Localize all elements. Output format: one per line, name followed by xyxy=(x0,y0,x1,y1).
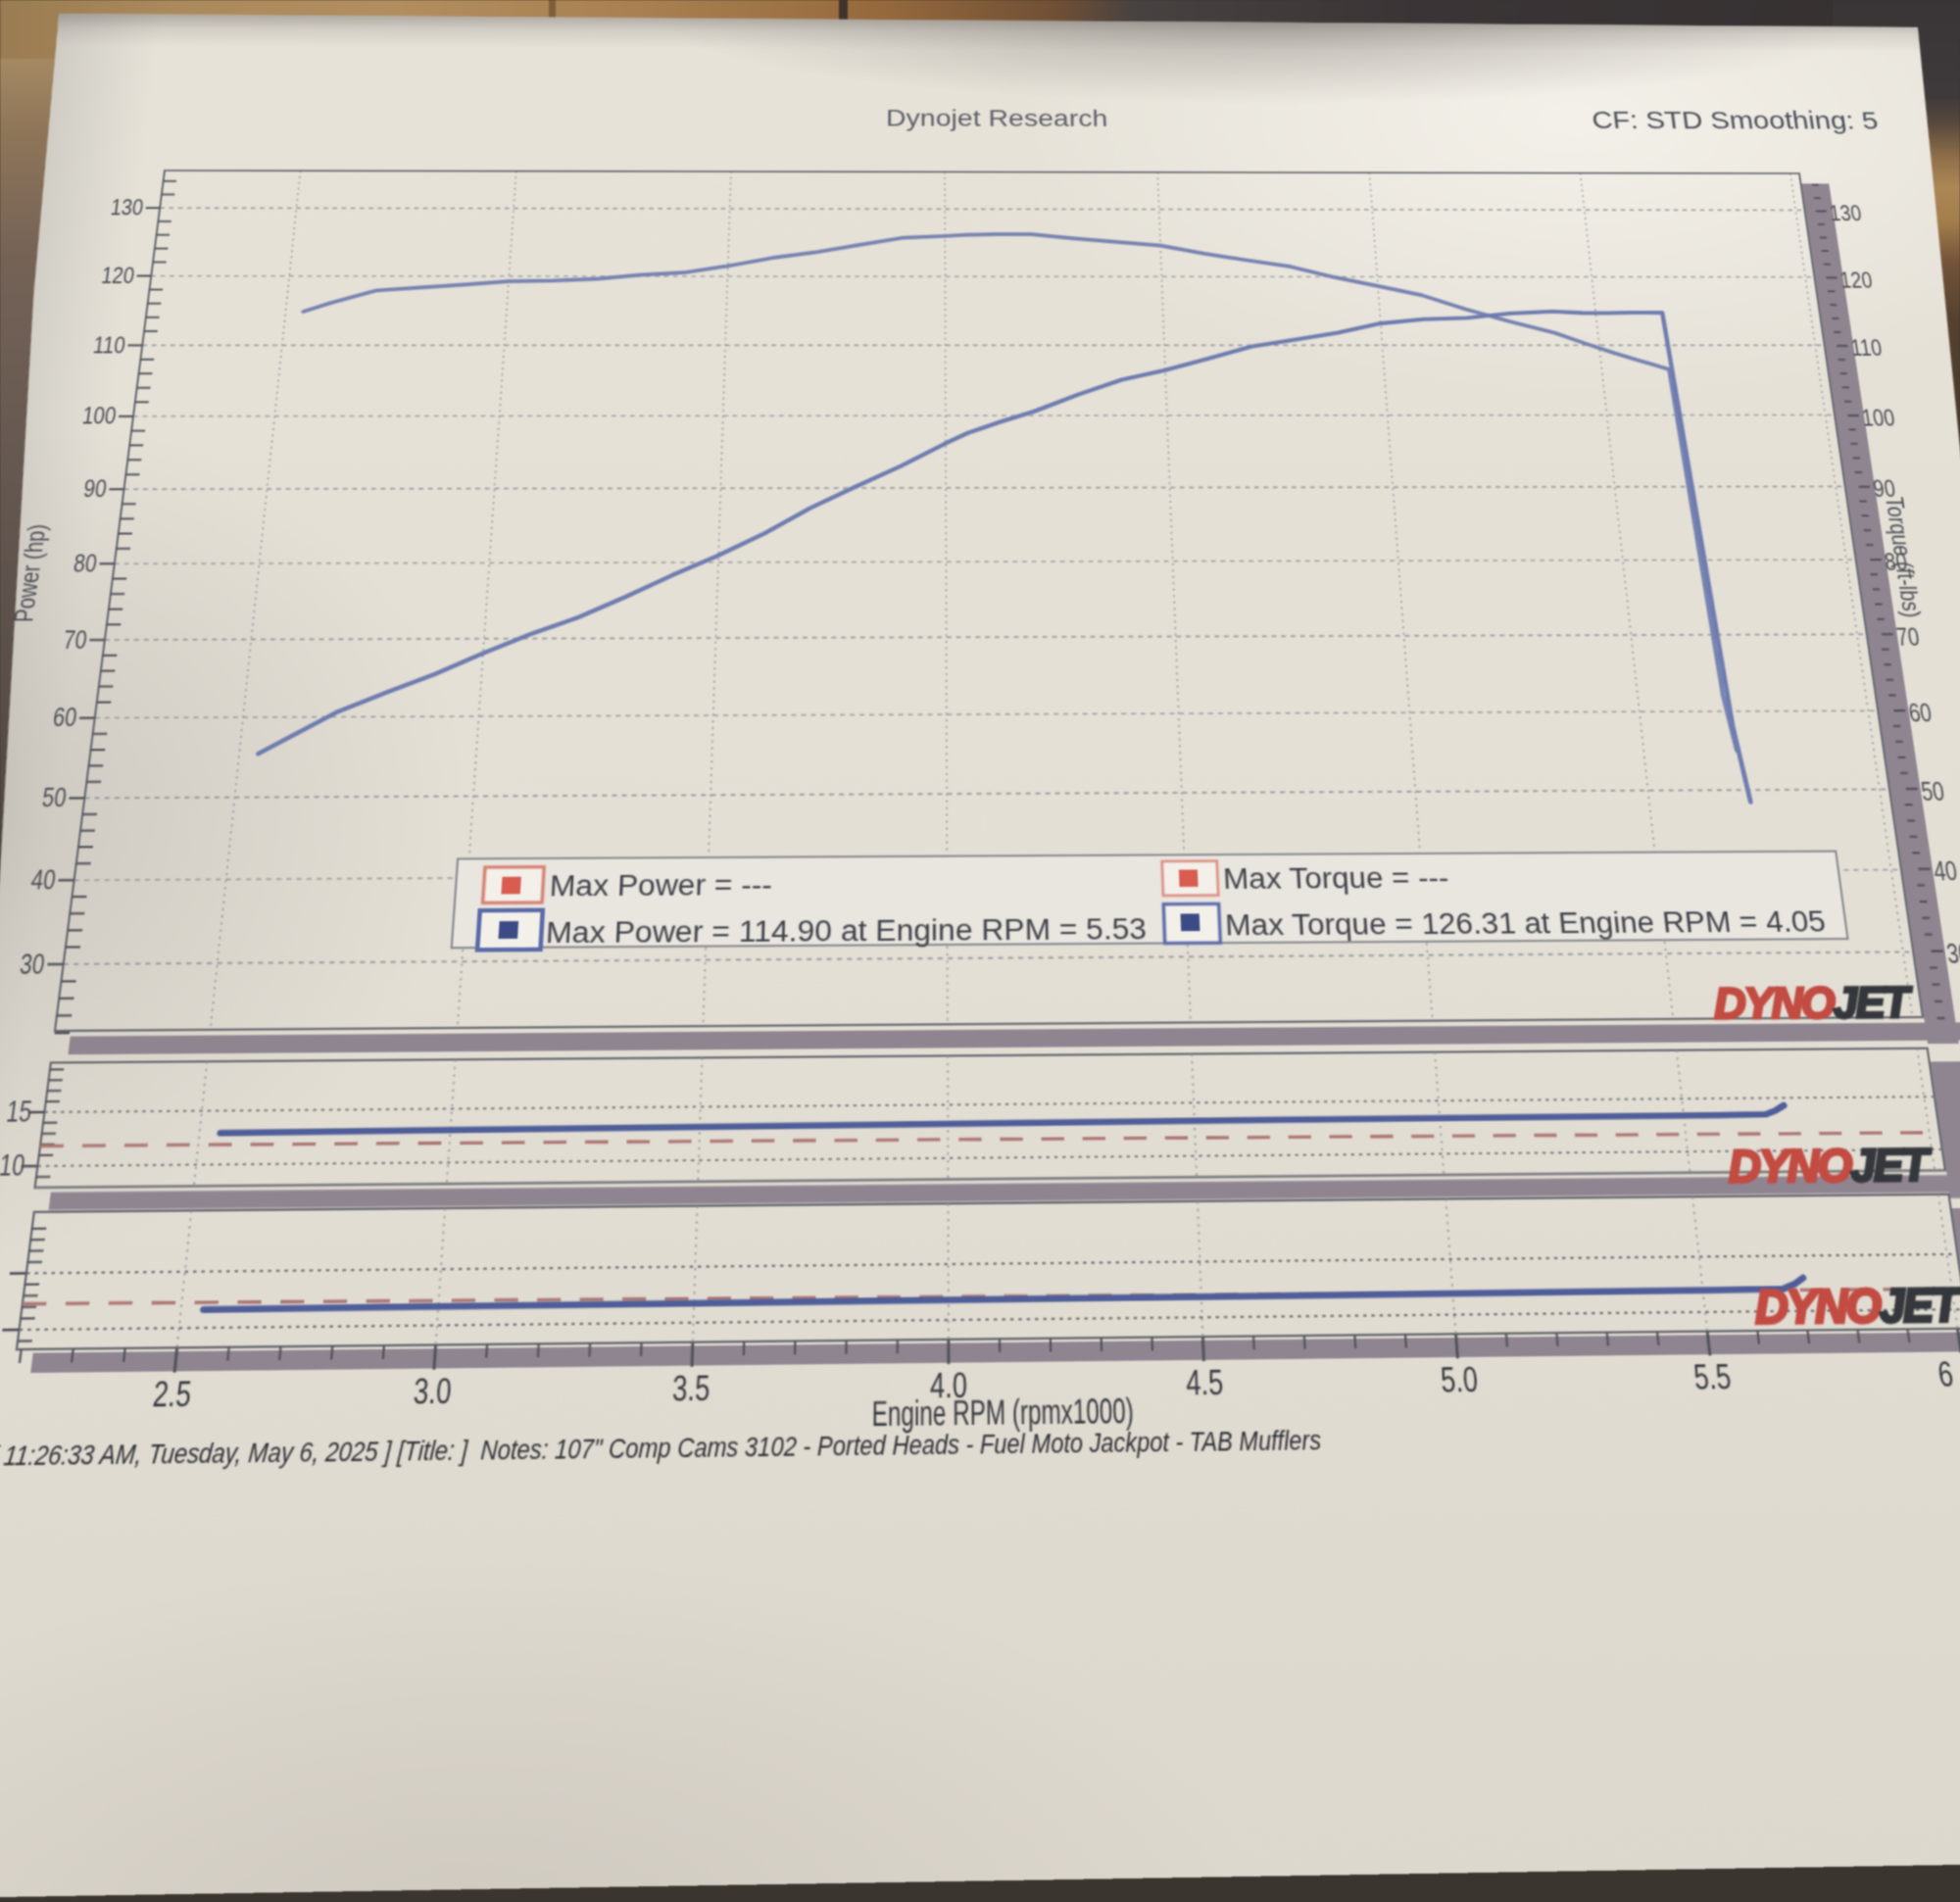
svg-text:Dynojet Research: Dynojet Research xyxy=(886,104,1108,131)
svg-text:Max Power = ---: Max Power = --- xyxy=(549,867,772,903)
svg-text:130: 130 xyxy=(1829,203,1864,226)
svg-text:DYNOJET: DYNOJET xyxy=(1728,1139,1935,1193)
svg-text:Max Torque = 126.31 at Engine: Max Torque = 126.31 at Engine RPM = 4.05 xyxy=(1224,903,1828,942)
svg-text:3.5: 3.5 xyxy=(671,1370,710,1410)
svg-text:Power (hp): Power (hp) xyxy=(10,524,52,622)
svg-text:40: 40 xyxy=(29,866,58,896)
svg-text:100: 100 xyxy=(1860,407,1896,431)
svg-text:60: 60 xyxy=(51,705,78,733)
svg-text:5.0: 5.0 xyxy=(1440,1361,1480,1401)
svg-text:30: 30 xyxy=(18,950,46,980)
svg-text:15: 15 xyxy=(5,1097,34,1129)
svg-text:110: 110 xyxy=(92,333,127,358)
svg-text:60: 60 xyxy=(1907,701,1934,728)
svg-text:100: 100 xyxy=(80,405,118,430)
svg-text:Max Power = 114.90 at Engine R: Max Power = 114.90 at Engine RPM = 5.53 xyxy=(545,911,1147,951)
svg-text:40: 40 xyxy=(1932,858,1959,887)
svg-text:3.0: 3.0 xyxy=(412,1373,452,1413)
svg-text:70: 70 xyxy=(62,627,88,655)
svg-text:[ 11:26:33 AM, Tuesday, May 6,: [ 11:26:33 AM, Tuesday, May 6, 2025 ] [T… xyxy=(0,1427,1322,1473)
svg-text:120: 120 xyxy=(1838,269,1874,293)
svg-text:80: 80 xyxy=(72,551,98,577)
svg-text:110: 110 xyxy=(1849,337,1884,362)
svg-text:DYNOJET: DYNOJET xyxy=(1713,977,1915,1028)
svg-text:70: 70 xyxy=(1894,624,1921,651)
svg-text:2.5: 2.5 xyxy=(151,1376,193,1416)
svg-text:30: 30 xyxy=(1944,940,1960,969)
svg-text:90: 90 xyxy=(82,477,109,504)
svg-text:130: 130 xyxy=(109,197,144,220)
svg-text:5.5: 5.5 xyxy=(1692,1358,1734,1397)
svg-text:50: 50 xyxy=(40,785,68,813)
svg-text:10: 10 xyxy=(0,1151,26,1184)
svg-text:50: 50 xyxy=(1919,778,1946,806)
svg-text:4.5: 4.5 xyxy=(1186,1364,1225,1404)
svg-text:120: 120 xyxy=(100,265,136,289)
svg-text:Engine RPM (rpmx1000): Engine RPM (rpmx1000) xyxy=(871,1390,1134,1434)
svg-text:DYNOJET: DYNOJET xyxy=(1754,1278,1960,1334)
svg-text:Max Torque = ---: Max Torque = --- xyxy=(1222,860,1449,896)
svg-text:6: 6 xyxy=(1936,1356,1956,1395)
svg-text:CF: STD Smoothing: 5: CF: STD Smoothing: 5 xyxy=(1591,106,1880,134)
